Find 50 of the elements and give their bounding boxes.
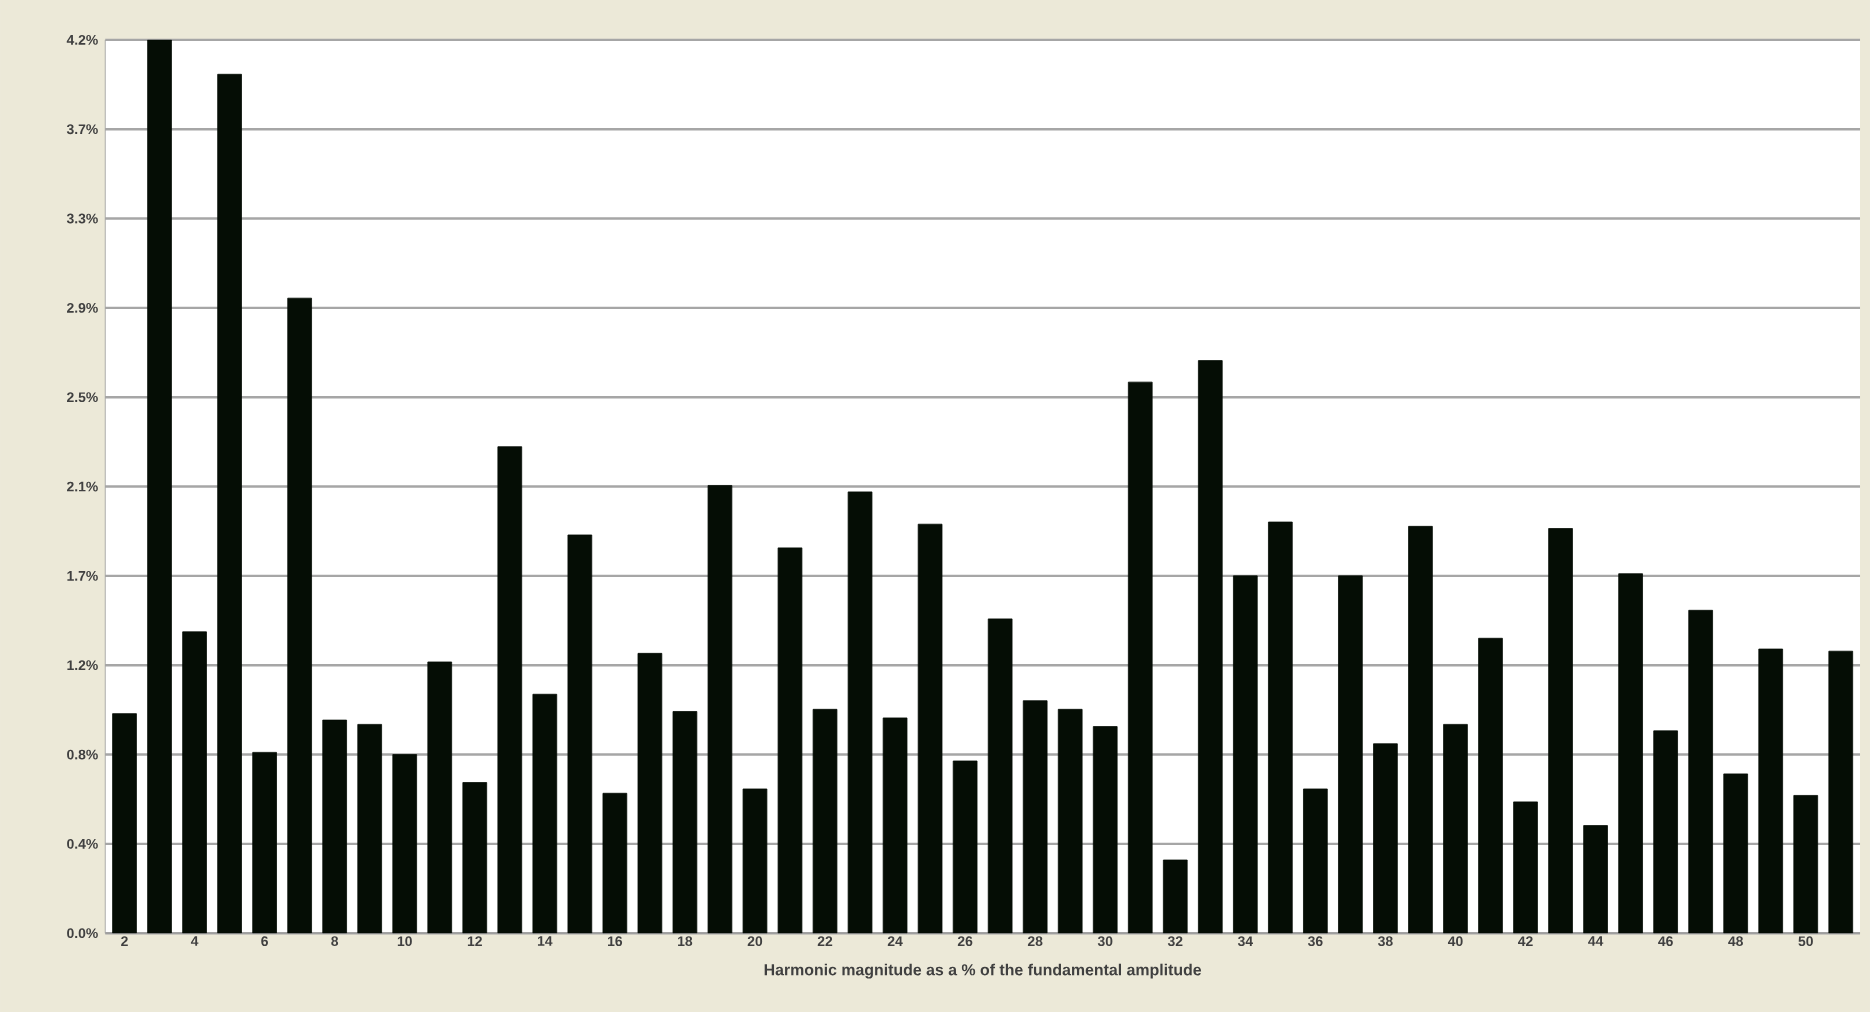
bar — [672, 710, 698, 933]
bar — [1688, 609, 1713, 933]
bar — [812, 708, 838, 933]
bar — [1408, 525, 1433, 933]
bar — [427, 661, 453, 933]
bar — [1197, 359, 1223, 933]
bar — [357, 723, 382, 933]
bar — [1723, 773, 1748, 933]
bar — [1233, 575, 1258, 933]
bar — [392, 753, 418, 933]
bar — [532, 693, 558, 933]
bar — [707, 484, 733, 933]
bar — [1653, 729, 1678, 933]
bar — [1443, 723, 1468, 933]
bar — [322, 719, 347, 933]
bar — [112, 712, 137, 933]
bar — [882, 717, 908, 933]
bar — [742, 788, 768, 933]
bar — [952, 760, 978, 933]
bar — [777, 547, 803, 933]
bar — [1162, 859, 1188, 933]
bar — [917, 523, 943, 933]
bar — [182, 630, 207, 933]
bar — [1268, 521, 1293, 933]
bar — [1057, 708, 1083, 933]
bar — [1583, 824, 1608, 933]
bar — [147, 39, 172, 933]
bar — [497, 445, 523, 933]
bar — [637, 652, 663, 933]
bar — [1338, 575, 1363, 933]
bar — [1092, 725, 1118, 933]
bar — [1513, 801, 1538, 933]
bar — [1548, 527, 1573, 933]
bar — [1373, 742, 1398, 933]
bar — [1022, 699, 1048, 933]
bar — [1793, 794, 1819, 933]
bar — [987, 618, 1013, 933]
bar — [1478, 637, 1503, 933]
bar — [217, 73, 242, 933]
bar — [1828, 650, 1854, 933]
bar — [462, 781, 488, 933]
bar — [287, 297, 312, 933]
bar — [252, 751, 277, 933]
bar — [847, 491, 873, 933]
bar — [567, 534, 593, 933]
bar — [1758, 648, 1784, 933]
bar — [1127, 381, 1153, 933]
bar — [602, 792, 628, 933]
bar — [1618, 572, 1643, 933]
bar — [1303, 788, 1328, 933]
